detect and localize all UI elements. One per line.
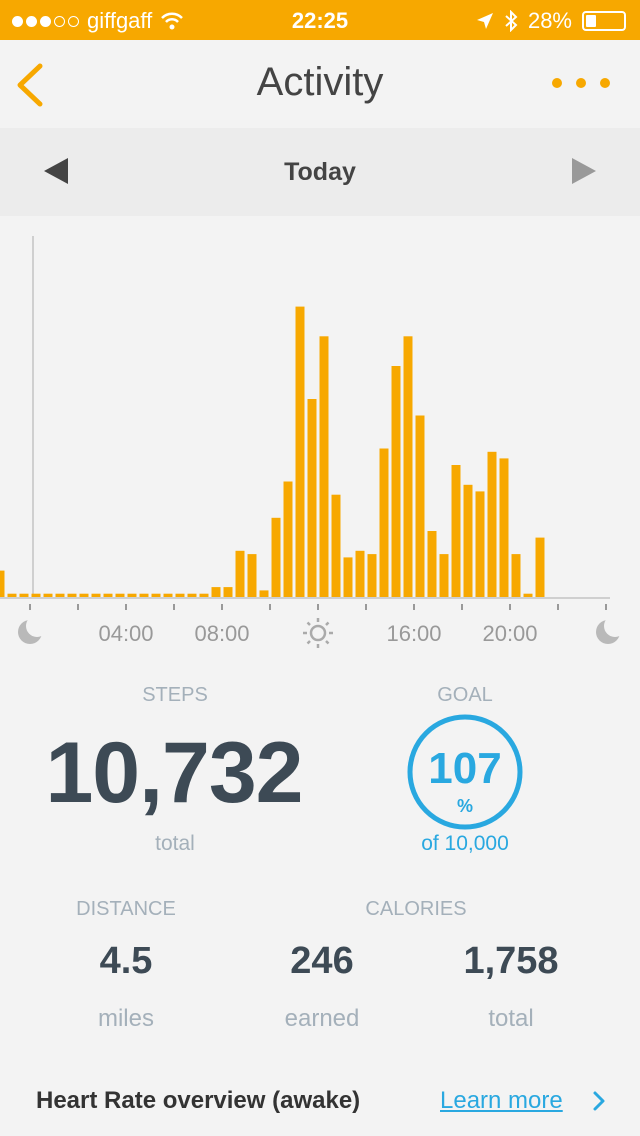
- x-tick-label: 20:00: [482, 621, 537, 646]
- battery-icon: [582, 11, 626, 31]
- chart-bar: [199, 593, 209, 597]
- chart-bar: [391, 366, 401, 597]
- date-label: Today: [284, 158, 356, 186]
- chart-bar: [235, 550, 245, 597]
- chart-bar: [103, 593, 113, 597]
- chart-bar: [115, 593, 125, 597]
- goal-percent-unit: %: [456, 796, 473, 816]
- calories-label: CALORIES: [365, 898, 467, 920]
- steps-value: 10,732: [45, 725, 303, 821]
- chart-bar: [535, 537, 545, 597]
- chart-bar: [463, 484, 473, 597]
- goal-progress-arc: [407, 714, 523, 830]
- steps-label: STEPS: [142, 684, 208, 706]
- goal-target: of 10,000: [421, 832, 509, 855]
- location-icon: [476, 13, 493, 29]
- chevron-right-icon[interactable]: [592, 1090, 606, 1112]
- chart-bar: [127, 593, 137, 597]
- chart-bar: [31, 593, 41, 597]
- x-tick-label: 16:00: [386, 621, 441, 646]
- bluetooth-icon: [505, 10, 518, 32]
- chart-bar: [403, 336, 413, 597]
- page-title: Activity: [256, 60, 384, 104]
- chart-bar: [499, 458, 509, 597]
- date-navigator: Today: [0, 128, 640, 216]
- chevron-left-icon[interactable]: [10, 58, 54, 112]
- chart-bar: [307, 399, 317, 597]
- distance-unit: miles: [97, 1005, 154, 1032]
- calories-earned-value: 246: [290, 940, 354, 982]
- battery-percent: 28%: [527, 8, 572, 33]
- goal-label: GOAL: [437, 684, 493, 706]
- chart-bar: [439, 554, 449, 597]
- chart-bar: [259, 590, 269, 597]
- chart-bar: [67, 593, 77, 597]
- chart-bar: [355, 550, 365, 597]
- moon-icon: [18, 615, 48, 644]
- chart-bar: [271, 517, 281, 597]
- next-day-arrow-icon[interactable]: [572, 158, 596, 184]
- wifi-icon: [161, 12, 184, 30]
- x-tick-label: 04:00: [98, 621, 153, 646]
- sun-icon: [303, 618, 333, 648]
- goal-percent-value: 107: [428, 744, 502, 793]
- chart-bar: [43, 593, 53, 597]
- chart-bar: [7, 593, 17, 597]
- steps-sub-label: total: [155, 832, 195, 855]
- chart-bar: [79, 593, 89, 597]
- chart-bar: [0, 570, 5, 597]
- carrier-name: giffgaff: [87, 8, 153, 33]
- nav-bar: Activity: [0, 40, 640, 128]
- chart-bar: [415, 415, 425, 597]
- previous-day-arrow-icon[interactable]: [44, 158, 68, 184]
- more-horizontal-icon[interactable]: [552, 78, 610, 88]
- chart-bar: [475, 491, 485, 597]
- moon-icon: [596, 615, 626, 644]
- chart-bar: [55, 593, 65, 597]
- chart-bar: [379, 448, 389, 597]
- status-time: 22:25: [291, 8, 349, 33]
- status-bar-left: giffgaff: [12, 8, 184, 34]
- x-tick-label: 08:00: [194, 621, 249, 646]
- chart-bar: [295, 306, 305, 597]
- chart-bar: [331, 494, 341, 597]
- chart-bar: [247, 554, 257, 597]
- chart-bar: [19, 593, 29, 597]
- calories-earned-label: earned: [284, 1005, 360, 1032]
- signal-strength-icon: [12, 15, 79, 27]
- goal-progress-ring: [407, 714, 523, 830]
- chart-bar: [211, 587, 221, 597]
- distance-label: DISTANCE: [76, 898, 176, 920]
- status-bar-right: 28%: [476, 8, 626, 34]
- chart-bar: [223, 587, 233, 597]
- chart-bar: [343, 557, 353, 597]
- chart-bar: [139, 593, 149, 597]
- chart-bar: [175, 593, 185, 597]
- chart-bar: [451, 465, 461, 597]
- chart-bar: [151, 593, 161, 597]
- calories-total-value: 1,758: [463, 940, 559, 982]
- chart-bar: [487, 451, 497, 597]
- chart-bar: [283, 481, 293, 597]
- chart-bar: [511, 554, 521, 597]
- chart-bar: [523, 593, 533, 597]
- chart-bar: [367, 554, 377, 597]
- chart-bar: [163, 593, 173, 597]
- distance-value: 4.5: [99, 940, 153, 982]
- status-bar: giffgaff 22:25 28%: [0, 0, 640, 40]
- chart-bar: [319, 336, 329, 597]
- learn-more-link[interactable]: Learn more: [440, 1087, 563, 1114]
- chart-bar: [91, 593, 101, 597]
- calories-total-label: total: [488, 1005, 534, 1032]
- heart-rate-overview-title: Heart Rate overview (awake): [36, 1087, 361, 1114]
- chart-bar: [187, 593, 197, 597]
- chart-bar: [427, 531, 437, 597]
- steps-chart: 04:00 08:00 16:00 20:00: [0, 216, 640, 662]
